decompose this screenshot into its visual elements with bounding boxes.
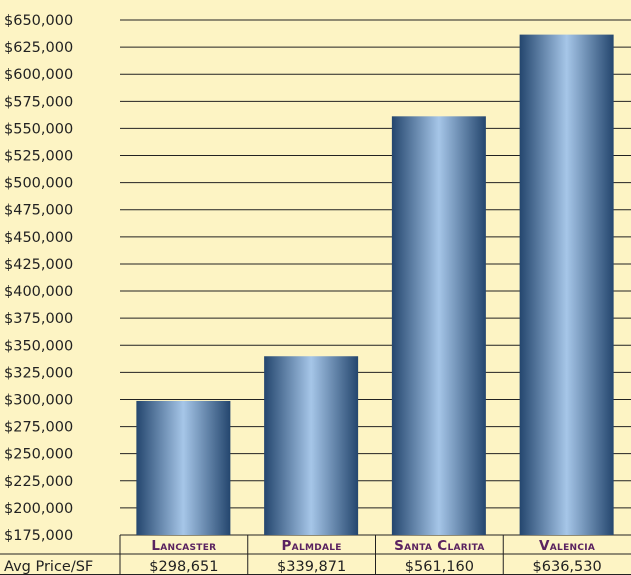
y-tick-label: $550,000 bbox=[4, 121, 73, 137]
y-tick-label: $250,000 bbox=[4, 447, 73, 463]
category-label: Valencia bbox=[539, 538, 595, 554]
y-tick-label: $325,000 bbox=[4, 365, 73, 381]
y-tick-label: $425,000 bbox=[4, 257, 73, 273]
y-axis-tick-labels: $650,000 $625,000 $600,000 $575,000 $550,000… bbox=[4, 13, 73, 544]
value-label: $298,651 bbox=[149, 559, 218, 575]
y-tick-label: $625,000 bbox=[4, 40, 73, 56]
y-tick-label: $300,000 bbox=[4, 392, 73, 408]
y-tick-label: $575,000 bbox=[4, 94, 73, 110]
bar-santa-clarita bbox=[391, 116, 486, 536]
category-label: Palmdale bbox=[281, 538, 341, 554]
data-table: Avg Price/SF Lancaster $298,651 Palmdale $3… bbox=[0, 535, 631, 575]
y-tick-label: $450,000 bbox=[4, 230, 73, 246]
value-label: $339,871 bbox=[277, 559, 346, 575]
y-tick-label: $350,000 bbox=[4, 338, 73, 354]
y-tick-label: $475,000 bbox=[4, 203, 73, 219]
value-label: $561,160 bbox=[405, 559, 474, 575]
y-tick-label: $650,000 bbox=[4, 13, 73, 29]
value-label: $636,530 bbox=[533, 559, 602, 575]
y-tick-label: $525,000 bbox=[4, 149, 73, 165]
category-label: Santa Clarita bbox=[394, 538, 485, 554]
y-tick-label: $225,000 bbox=[4, 474, 73, 490]
y-tick-label: $600,000 bbox=[4, 67, 73, 83]
table-row-label: Avg Price/SF bbox=[4, 559, 93, 575]
y-tick-label: $200,000 bbox=[4, 501, 73, 517]
bar-palmdale bbox=[264, 356, 359, 535]
category-label: Lancaster bbox=[151, 538, 216, 554]
y-tick-label: $400,000 bbox=[4, 284, 73, 300]
bar-lancaster bbox=[136, 400, 231, 535]
y-tick-label: $175,000 bbox=[4, 528, 73, 544]
bar-valencia bbox=[519, 34, 614, 536]
y-tick-label: $375,000 bbox=[4, 311, 73, 327]
y-tick-label: $275,000 bbox=[4, 420, 73, 436]
bars bbox=[136, 34, 614, 536]
y-tick-label: $500,000 bbox=[4, 176, 73, 192]
